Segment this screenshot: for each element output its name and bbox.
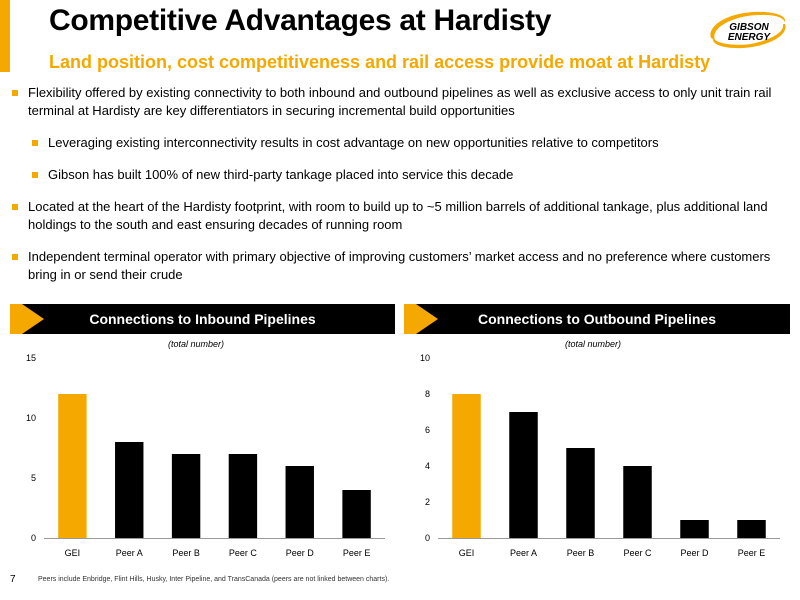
sub-bullet-item: Gibson has built 100% of new third-party… xyxy=(30,166,790,184)
bullet-item: Independent terminal operator with prima… xyxy=(10,248,790,284)
x-tick-label: GEI xyxy=(65,548,81,558)
x-tick-label: Peer A xyxy=(510,548,537,558)
outbound-chart-header: Connections to Outbound Pipelines xyxy=(404,304,790,334)
bullet-text: Located at the heart of the Hardisty foo… xyxy=(28,199,768,232)
y-tick-label: 8 xyxy=(425,389,430,399)
page-subtitle: Land position, cost competitiveness and … xyxy=(49,52,711,72)
y-tick-label: 0 xyxy=(425,533,430,543)
header-accent xyxy=(10,304,22,334)
bar-peer-a xyxy=(115,442,144,538)
bullet-item: Flexibility offered by existing connecti… xyxy=(10,84,790,120)
inbound-chart-header: Connections to Inbound Pipelines xyxy=(10,304,395,334)
outbound-pipelines-chart: 0 2 4 6 8 10 GEI Peer A Peer B Peer C Peer D Peer E xyxy=(420,353,780,558)
x-tick-label: GEI xyxy=(459,548,475,558)
y-tick-label: 10 xyxy=(420,353,430,363)
x-tick-label: Peer C xyxy=(229,548,258,558)
y-tick-label: 15 xyxy=(26,353,36,363)
bullet-text: Gibson has built 100% of new third-party… xyxy=(48,167,514,182)
outbound-chart-title: Connections to Outbound Pipelines xyxy=(478,311,716,327)
bullet-text: Independent terminal operator with prima… xyxy=(28,249,771,282)
y-tick-label: 5 xyxy=(31,473,36,483)
outbound-chart-note: (total number) xyxy=(565,339,622,349)
bullet-square-icon xyxy=(12,254,18,260)
footer-note: Peers include Enbridge, Flint Hills, Hus… xyxy=(38,576,390,583)
bar-peer-b xyxy=(171,454,201,538)
bullet-item: Located at the heart of the Hardisty foo… xyxy=(10,198,790,234)
gibson-energy-logo: GIBSON ENERGY xyxy=(710,11,786,49)
page-title: Competitive Advantages at Hardisty xyxy=(49,4,552,37)
y-tick-label: 4 xyxy=(425,461,430,471)
bar-peer-c xyxy=(623,466,652,538)
logo-text-line2: ENERGY xyxy=(728,32,772,43)
bar-peer-d xyxy=(285,466,314,538)
x-tick-label: Peer B xyxy=(172,548,200,558)
chevron-right-icon xyxy=(416,304,438,334)
bar-peer-b xyxy=(566,448,595,538)
x-tick-label: Peer D xyxy=(286,548,315,558)
bullet-square-icon xyxy=(32,140,38,146)
bar-peer-c xyxy=(228,454,258,538)
bar-gei xyxy=(452,394,481,538)
x-tick-label: Peer B xyxy=(567,548,595,558)
x-tick-label: Peer D xyxy=(680,548,709,558)
bullet-text: Flexibility offered by existing connecti… xyxy=(28,85,772,118)
y-tick-label: 10 xyxy=(26,413,36,423)
x-tick-label: Peer E xyxy=(738,548,766,558)
x-tick-label: Peer C xyxy=(623,548,652,558)
bullet-square-icon xyxy=(32,172,38,178)
y-tick-label: 0 xyxy=(31,533,36,543)
x-tick-label: Peer E xyxy=(343,548,371,558)
inbound-chart-note: (total number) xyxy=(168,339,225,349)
y-tick-label: 2 xyxy=(425,497,430,507)
bar-gei xyxy=(58,394,87,538)
bar-peer-d xyxy=(680,520,709,538)
bar-peer-a xyxy=(509,412,538,538)
bullet-text: Leveraging existing interconnectivity re… xyxy=(48,135,659,150)
inbound-pipelines-chart: 0 5 10 15 GEI Peer A Peer B Peer C Peer D Peer E xyxy=(26,353,385,558)
chevron-right-icon xyxy=(22,304,44,334)
bullet-square-icon xyxy=(12,204,18,210)
header-accent xyxy=(404,304,416,334)
bar-peer-e xyxy=(342,490,371,538)
page-number: 7 xyxy=(10,574,16,585)
title-accent-stripe xyxy=(0,0,10,72)
inbound-chart-title: Connections to Inbound Pipelines xyxy=(89,311,316,327)
bullet-square-icon xyxy=(12,90,18,96)
logo-text-line1: GIBSON xyxy=(729,22,769,33)
sub-bullet-item: Leveraging existing interconnectivity re… xyxy=(30,134,790,152)
bullet-list: Flexibility offered by existing connecti… xyxy=(10,84,790,298)
x-tick-label: Peer A xyxy=(116,548,143,558)
y-tick-label: 6 xyxy=(425,425,430,435)
bar-peer-e xyxy=(737,520,766,538)
